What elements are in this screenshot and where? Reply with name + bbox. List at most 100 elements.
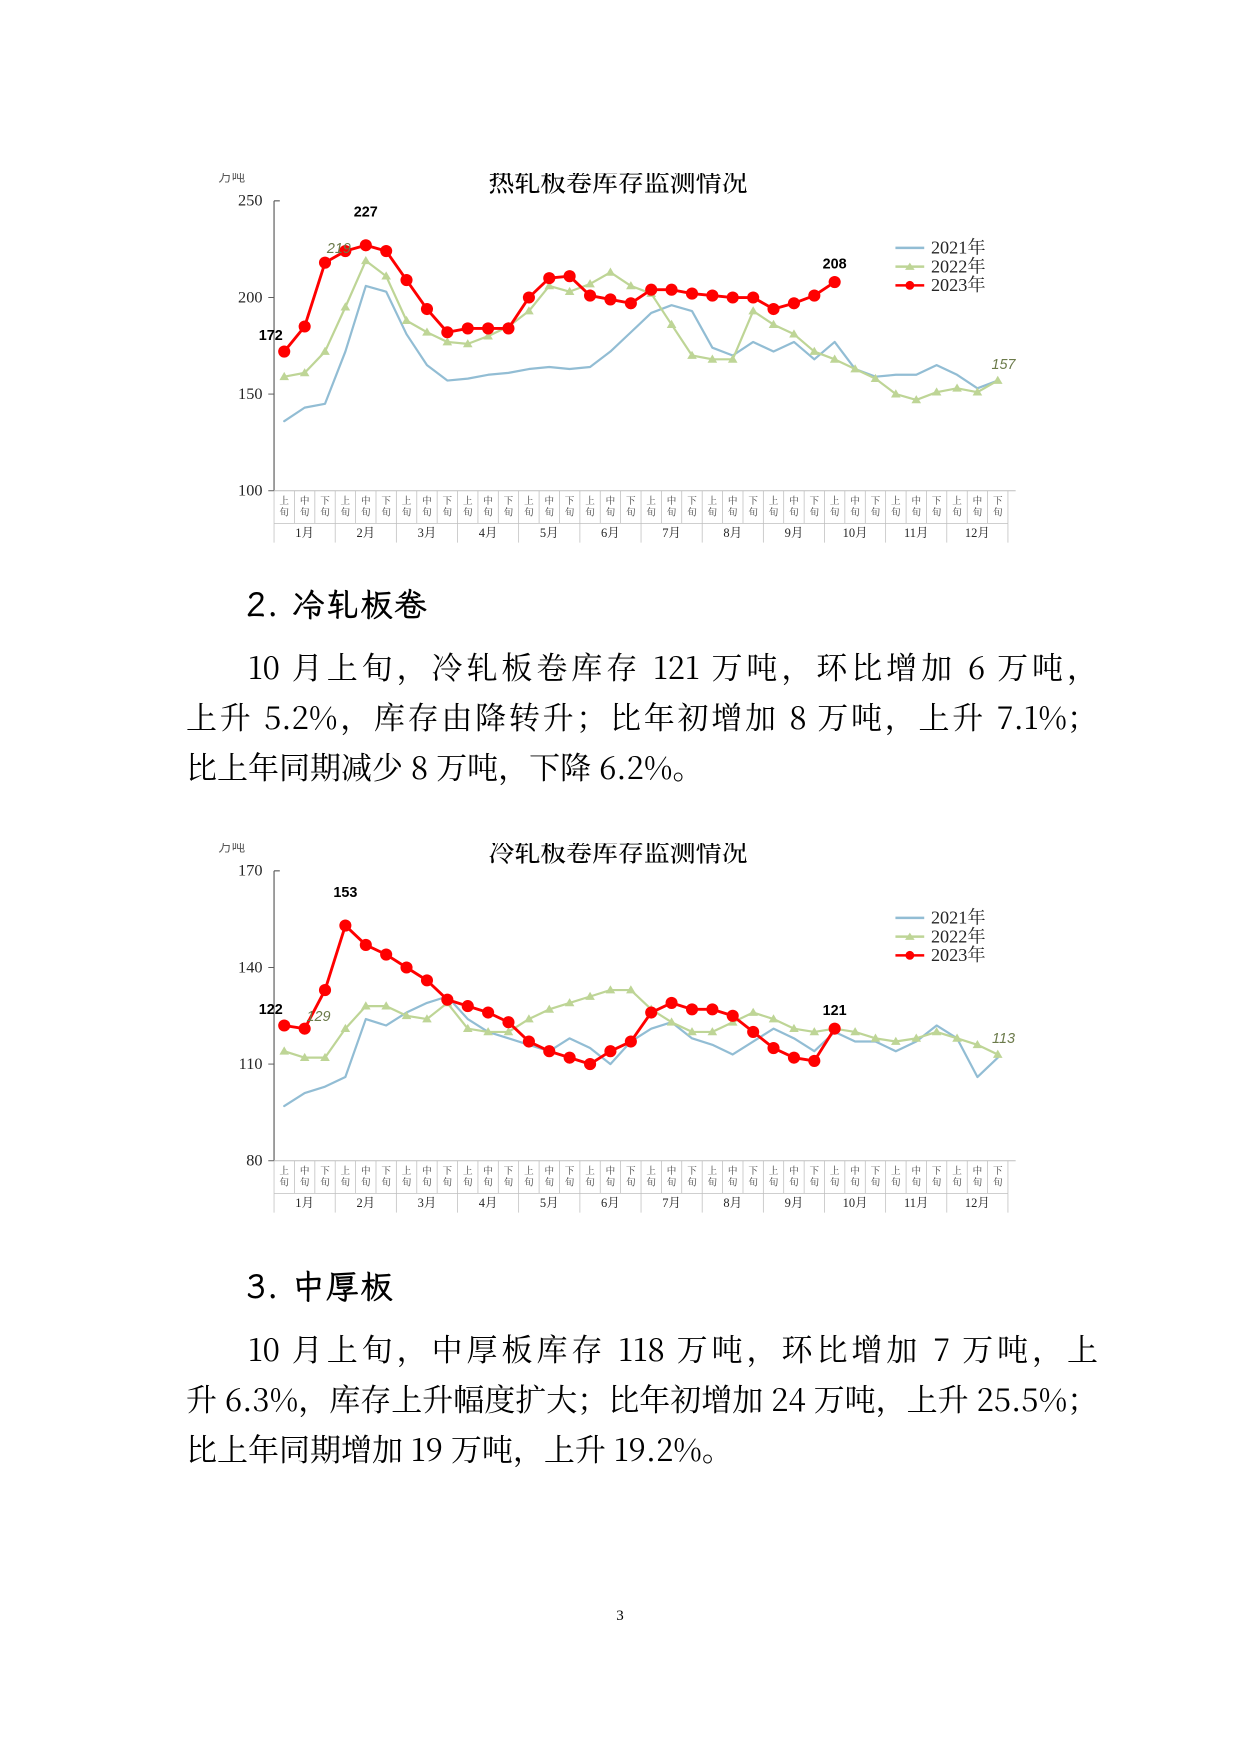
svg-text:8月: 8月 (723, 526, 742, 540)
svg-text:旬: 旬 (381, 507, 391, 519)
svg-text:旬: 旬 (871, 507, 881, 519)
svg-text:150: 150 (238, 384, 262, 403)
svg-text:上: 上 (952, 495, 962, 507)
svg-text:旬: 旬 (993, 1177, 1003, 1189)
svg-text:1月: 1月 (295, 1196, 314, 1210)
svg-text:旬: 旬 (748, 507, 758, 519)
svg-text:10月: 10月 (843, 1196, 868, 1210)
svg-text:11月: 11月 (904, 526, 928, 540)
svg-text:6月: 6月 (601, 1196, 620, 1210)
svg-text:上: 上 (891, 495, 901, 507)
svg-text:250: 250 (238, 191, 262, 210)
svg-text:8月: 8月 (723, 1196, 742, 1210)
svg-text:旬: 旬 (687, 1177, 697, 1189)
svg-text:旬: 旬 (769, 507, 779, 519)
svg-text:旬: 旬 (850, 1177, 860, 1189)
svg-text:2021年: 2021年 (931, 907, 986, 928)
svg-text:上: 上 (708, 1165, 718, 1177)
svg-text:下: 下 (443, 496, 453, 507)
svg-text:旬: 旬 (606, 507, 616, 519)
svg-text:上: 上 (402, 495, 412, 507)
svg-text:中: 中 (973, 1165, 983, 1177)
svg-text:下: 下 (381, 1166, 391, 1177)
svg-text:旬: 旬 (483, 507, 493, 519)
svg-text:旬: 旬 (871, 1177, 881, 1189)
svg-text:旬: 旬 (687, 507, 697, 519)
svg-text:上: 上 (341, 495, 351, 507)
svg-text:中: 中 (300, 1165, 310, 1177)
svg-text:旬: 旬 (952, 507, 962, 519)
svg-text:旬: 旬 (565, 1177, 575, 1189)
svg-text:4月: 4月 (479, 1196, 498, 1210)
svg-text:旬: 旬 (341, 507, 351, 519)
svg-text:208: 208 (823, 257, 847, 273)
svg-text:153: 153 (333, 885, 357, 901)
svg-text:旬: 旬 (626, 1177, 636, 1189)
svg-text:下: 下 (932, 496, 942, 507)
svg-text:旬: 旬 (952, 1177, 962, 1189)
svg-text:旬: 旬 (544, 507, 554, 519)
svg-text:旬: 旬 (769, 1177, 779, 1189)
svg-text:5月: 5月 (540, 526, 559, 540)
svg-text:上: 上 (585, 495, 595, 507)
svg-text:上: 上 (830, 1165, 840, 1177)
svg-text:上: 上 (830, 495, 840, 507)
svg-text:上: 上 (646, 1165, 656, 1177)
svg-text:2月: 2月 (356, 1196, 375, 1210)
svg-text:113: 113 (992, 1031, 1015, 1047)
svg-text:2022年: 2022年 (931, 255, 986, 276)
svg-text:2月: 2月 (356, 526, 375, 540)
svg-text:中: 中 (728, 495, 738, 507)
svg-text:下: 下 (320, 496, 330, 507)
svg-text:中: 中 (728, 1165, 738, 1177)
svg-text:中: 中 (422, 1165, 432, 1177)
svg-text:172: 172 (259, 328, 283, 344)
svg-text:140: 140 (238, 957, 262, 976)
svg-text:旬: 旬 (320, 1177, 330, 1189)
svg-text:旬: 旬 (504, 507, 514, 519)
svg-text:157: 157 (992, 357, 1017, 373)
svg-text:旬: 旬 (300, 1177, 310, 1189)
svg-text:2023年: 2023年 (931, 274, 986, 295)
svg-text:12月: 12月 (965, 526, 990, 540)
svg-text:旬: 旬 (830, 1177, 840, 1189)
svg-text:旬: 旬 (973, 1177, 983, 1189)
svg-text:下: 下 (993, 496, 1003, 507)
svg-text:下: 下 (871, 496, 881, 507)
svg-text:上: 上 (341, 1165, 351, 1177)
svg-text:旬: 旬 (891, 1177, 901, 1189)
svg-text:旬: 旬 (891, 507, 901, 519)
svg-text:旬: 旬 (911, 1177, 921, 1189)
svg-text:下: 下 (687, 496, 697, 507)
svg-text:中: 中 (422, 495, 432, 507)
svg-text:旬: 旬 (279, 1177, 289, 1189)
svg-text:旬: 旬 (361, 507, 371, 519)
svg-text:旬: 旬 (728, 1177, 738, 1189)
svg-text:旬: 旬 (708, 1177, 718, 1189)
svg-text:上: 上 (524, 1165, 534, 1177)
svg-text:7月: 7月 (662, 1196, 681, 1210)
svg-text:上: 上 (708, 495, 718, 507)
svg-text:旬: 旬 (993, 507, 1003, 519)
svg-text:上: 上 (585, 1165, 595, 1177)
svg-text:2021年: 2021年 (931, 237, 986, 258)
svg-text:旬: 旬 (932, 1177, 942, 1189)
svg-text:旬: 旬 (422, 1177, 432, 1189)
svg-text:12月: 12月 (965, 1196, 990, 1210)
svg-text:旬: 旬 (300, 507, 310, 519)
svg-text:121: 121 (823, 1003, 847, 1019)
svg-text:11月: 11月 (904, 1196, 928, 1210)
svg-text:下: 下 (810, 1166, 820, 1177)
svg-text:中: 中 (300, 495, 310, 507)
svg-text:万吨: 万吨 (218, 173, 245, 185)
svg-text:旬: 旬 (483, 1177, 493, 1189)
svg-text:中: 中 (361, 495, 371, 507)
svg-text:上: 上 (952, 1165, 962, 1177)
svg-text:中: 中 (606, 495, 616, 507)
svg-text:下: 下 (320, 1166, 330, 1177)
svg-text:中: 中 (789, 1165, 799, 1177)
svg-text:9月: 9月 (785, 1196, 804, 1210)
svg-text:旬: 旬 (748, 1177, 758, 1189)
svg-text:旬: 旬 (381, 1177, 391, 1189)
svg-text:上: 上 (646, 495, 656, 507)
